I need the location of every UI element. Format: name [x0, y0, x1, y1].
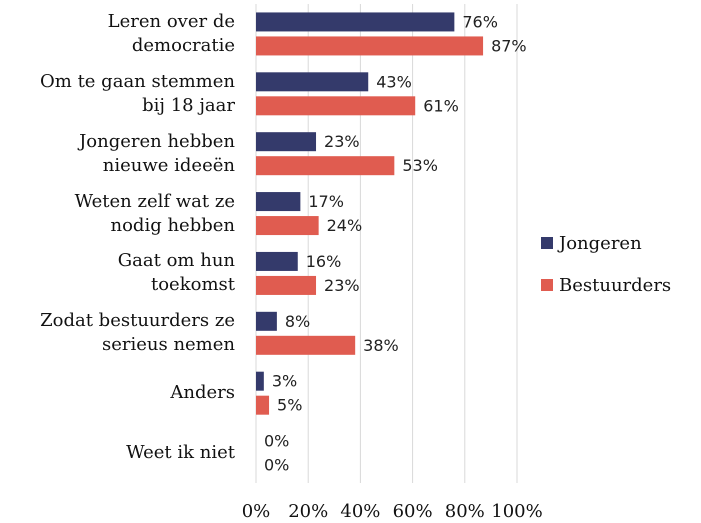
bar — [256, 275, 317, 295]
value-label: 23% — [324, 276, 360, 295]
value-label: 23% — [324, 132, 360, 151]
x-tick-label: 80% — [445, 501, 485, 522]
y-tick-label: Weten zelf wat ze nodig hebben — [74, 190, 235, 236]
value-label: 24% — [327, 216, 363, 235]
x-tick-label: 60% — [393, 501, 433, 522]
y-tick-label: Jongeren hebben nieuwe ideeën — [79, 130, 235, 176]
x-tick-label: 100% — [491, 501, 542, 522]
y-tick-label: Weet ik niet — [126, 442, 235, 464]
bar — [256, 96, 416, 116]
bar — [256, 371, 264, 391]
value-label: 0% — [264, 432, 289, 451]
bar — [256, 36, 484, 56]
y-tick-label: Leren over de democratie — [107, 10, 235, 56]
legend-swatch — [541, 279, 553, 291]
legend-swatch — [541, 237, 553, 249]
legend-label: Jongeren — [557, 233, 642, 254]
value-label: 5% — [277, 396, 302, 415]
value-label: 3% — [272, 372, 297, 391]
value-label: 16% — [306, 252, 342, 271]
bar — [256, 12, 455, 32]
value-label: 87% — [491, 36, 527, 55]
bar — [256, 132, 317, 152]
x-tick-label: 20% — [288, 501, 328, 522]
value-label: 17% — [308, 192, 344, 211]
bar — [256, 156, 395, 176]
x-tick-label: 0% — [242, 501, 271, 522]
bar — [256, 216, 319, 236]
value-label: 8% — [285, 312, 310, 331]
value-label: 61% — [423, 96, 459, 115]
x-tick-label: 40% — [340, 501, 380, 522]
y-tick-label: Gaat om hun toekomst — [117, 250, 235, 296]
y-tick-label: Om te gaan stemmen bij 18 jaar — [40, 70, 235, 116]
bar — [256, 251, 298, 271]
legend-label: Bestuurders — [559, 275, 671, 296]
value-label: 38% — [363, 336, 399, 355]
bar — [256, 311, 277, 331]
bar — [256, 72, 369, 92]
value-label: 53% — [402, 156, 438, 175]
bar — [256, 192, 301, 212]
value-label: 76% — [462, 12, 498, 31]
bar — [256, 395, 270, 415]
bar — [256, 335, 356, 355]
value-label: 0% — [264, 456, 289, 475]
value-label: 43% — [376, 72, 412, 91]
y-tick-label: Anders — [170, 382, 235, 404]
y-tick-label: Zodat bestuurders ze serieus nemen — [40, 310, 235, 356]
